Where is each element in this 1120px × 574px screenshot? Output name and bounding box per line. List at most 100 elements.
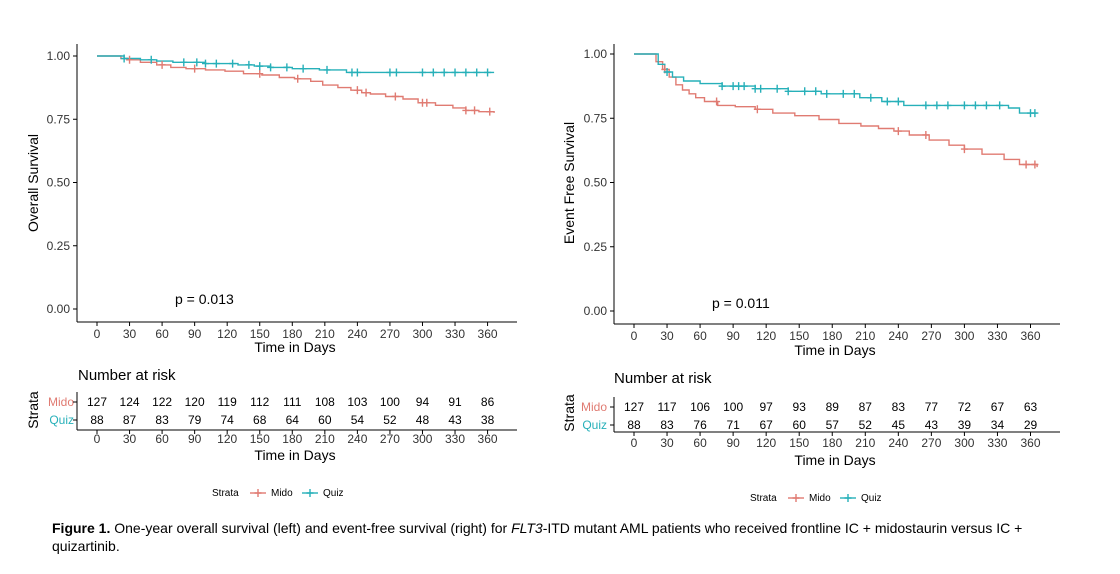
caption-text-1: One-year overall survival (left) and eve…	[110, 520, 512, 536]
risk-count-quiz: 38	[481, 413, 495, 427]
censor-mark-mido	[294, 74, 302, 83]
risk-table-x-tick-label: 60	[693, 436, 707, 450]
x-tick-label: 330	[987, 329, 1007, 343]
x-tick-label: 240	[347, 327, 367, 341]
risk-table-x-tick-label: 240	[347, 432, 367, 446]
censor-mark-quiz	[418, 68, 426, 77]
censor-mark-quiz	[894, 97, 902, 106]
y-axis-label: Event Free Survival	[561, 122, 577, 244]
y-tick-label: 0.50	[584, 176, 608, 190]
censor-mark-mido	[486, 107, 494, 116]
censor-mark-quiz	[784, 87, 792, 96]
x-tick-label: 270	[380, 327, 400, 341]
risk-table-x-tick-label: 0	[94, 432, 101, 446]
censor-mark-quiz	[883, 97, 891, 106]
risk-count-quiz: 60	[318, 413, 332, 427]
risk-row-label-quiz: Quiz	[582, 418, 607, 432]
risk-count-mido: 87	[859, 400, 873, 414]
y-tick-label: 0.75	[584, 111, 608, 125]
risk-count-mido: 100	[380, 395, 400, 409]
risk-table-x-tick-label: 360	[478, 432, 498, 446]
censor-mark-quiz	[473, 68, 481, 77]
risk-table-x-tick-label: 150	[250, 432, 270, 446]
risk-count-quiz: 88	[90, 413, 104, 427]
y-tick-label: 0.00	[584, 304, 608, 318]
risk-count-mido: 120	[185, 395, 205, 409]
p-value: p = 0.013	[175, 291, 234, 307]
censor-mark-quiz	[323, 65, 331, 74]
censor-mark-quiz	[867, 93, 875, 102]
risk-count-quiz: 52	[859, 418, 873, 432]
x-tick-label: 180	[822, 329, 842, 343]
censor-mark-mido	[960, 145, 968, 154]
risk-table-x-tick-label: 90	[726, 436, 740, 450]
censor-mark-quiz	[812, 87, 820, 96]
risk-count-mido: 103	[347, 395, 367, 409]
risk-count-quiz: 43	[925, 418, 939, 432]
y-tick-label: 0.00	[47, 302, 71, 316]
censor-mark-quiz	[933, 101, 941, 110]
x-tick-label: 0	[631, 329, 638, 343]
x-tick-label: 90	[726, 329, 740, 343]
censor-mark-mido	[362, 88, 370, 97]
x-tick-label: 120	[756, 329, 776, 343]
risk-count-mido: 108	[315, 395, 335, 409]
risk-count-mido: 63	[1024, 400, 1038, 414]
series-line-quiz	[97, 55, 495, 74]
caption-label: Figure 1.	[52, 520, 111, 536]
risk-table-x-tick-label: 30	[123, 432, 137, 446]
risk-count-quiz: 71	[726, 418, 740, 432]
legend: Strata Mido Quiz	[212, 488, 344, 499]
censor-mark-quiz	[229, 59, 237, 68]
censor-mark-quiz	[839, 89, 847, 98]
risk-count-quiz: 74	[221, 413, 235, 427]
censor-mark-quiz	[429, 68, 437, 77]
risk-table-x-tick-label: 240	[888, 436, 908, 450]
censor-mark-quiz	[757, 84, 765, 93]
x-tick-label: 330	[445, 327, 465, 341]
risk-count-quiz: 79	[188, 413, 202, 427]
x-tick-label: 300	[412, 327, 432, 341]
censor-mark-quiz	[773, 84, 781, 93]
risk-count-quiz: 67	[759, 418, 773, 432]
censor-mark-quiz	[392, 68, 400, 77]
x-tick-label: 0	[94, 327, 101, 341]
censor-mark-quiz	[740, 82, 748, 91]
censor-mark-quiz	[982, 101, 990, 110]
censor-mark-quiz	[462, 68, 470, 77]
risk-table-x-tick-label: 270	[380, 432, 400, 446]
risk-table-x-tick-label: 0	[631, 436, 638, 450]
risk-count-mido: 127	[624, 400, 644, 414]
risk-table-title: Number at risk	[614, 370, 712, 387]
censor-mark-quiz	[267, 63, 275, 72]
censor-mark-quiz	[960, 101, 968, 110]
censor-mark-quiz	[850, 89, 858, 98]
legend-marker-quiz	[306, 489, 314, 497]
risk-count-quiz: 52	[383, 413, 397, 427]
y-axis-label: Overall Survival	[25, 134, 41, 232]
risk-table-x-tick-label: 210	[315, 432, 335, 446]
legend-marker-quiz	[844, 494, 852, 502]
os-chart: 0.00 0.25 0.50 0.75 1.00 0 30 60 90 120 150 180 210 2…	[25, 44, 517, 499]
censor-mark-mido	[126, 55, 134, 64]
censor-mark-quiz	[440, 68, 448, 77]
censor-mark-mido	[713, 97, 721, 106]
series-line-mido	[97, 55, 495, 113]
risk-count-quiz: 64	[286, 413, 300, 427]
censor-mark-quiz	[996, 101, 1004, 110]
risk-count-quiz: 60	[793, 418, 807, 432]
risk-table-strata-label: Strata	[25, 391, 41, 429]
risk-table-x-tick-label: 300	[954, 436, 974, 450]
caption-gene: FLT3	[511, 520, 543, 536]
censor-mark-quiz	[922, 101, 930, 110]
censor-mark-quiz	[201, 59, 209, 68]
censor-mark-mido	[353, 86, 361, 95]
risk-count-quiz: 48	[416, 413, 430, 427]
risk-count-quiz: 45	[892, 418, 906, 432]
risk-count-quiz: 54	[351, 413, 365, 427]
censor-mark-mido	[191, 64, 199, 73]
risk-count-mido: 97	[759, 400, 773, 414]
censor-mark-quiz	[212, 59, 220, 68]
risk-table-x-tick-label: 270	[921, 436, 941, 450]
